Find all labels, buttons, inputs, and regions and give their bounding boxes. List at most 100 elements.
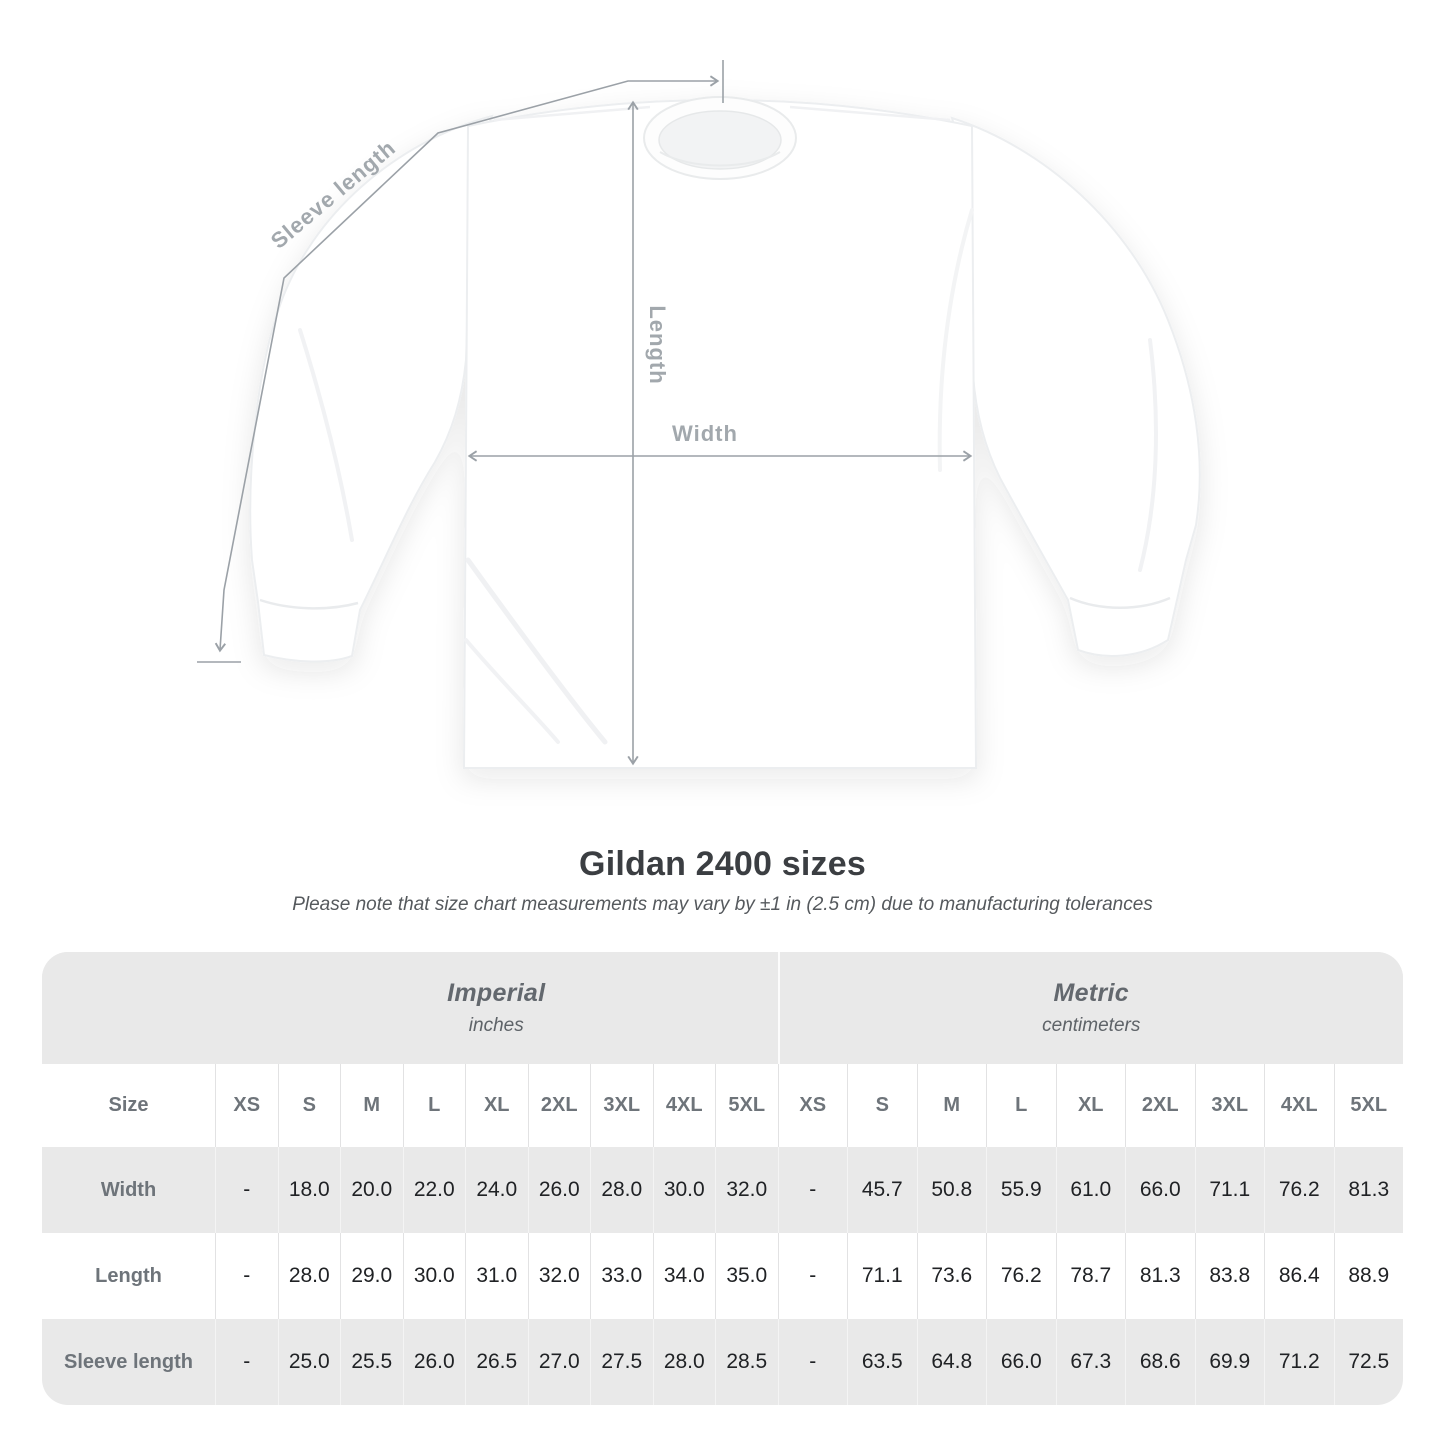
imperial-size-header: L: [402, 1064, 466, 1147]
fold-line: [464, 638, 560, 744]
value-cell: 30.0: [652, 1147, 716, 1233]
fold-line: [937, 208, 974, 472]
value-cell: 34.0: [652, 1233, 716, 1319]
value-cell: 22.0: [402, 1147, 466, 1233]
value-cell: 28.0: [652, 1319, 716, 1405]
metric-size-header: 2XL: [1125, 1064, 1195, 1147]
shirt-left-sleeve: [249, 114, 494, 663]
value-cell: -: [215, 1147, 278, 1233]
value-cell: 28.5: [715, 1319, 778, 1405]
size-header-row: Size XS S M L XL 2XL 3XL 4XL 5XL XS S M …: [42, 1064, 1403, 1147]
metric-size-header: S: [847, 1064, 917, 1147]
value-cell: 76.2: [1264, 1147, 1334, 1233]
value-cell: 45.7: [847, 1147, 917, 1233]
imperial-size-header: M: [340, 1064, 403, 1147]
value-cell: 88.9: [1333, 1233, 1404, 1319]
value-cell: 31.0: [465, 1233, 528, 1319]
value-cell: 27.0: [527, 1319, 591, 1405]
value-cell: 61.0: [1055, 1147, 1126, 1233]
imperial-unit: inches: [468, 1015, 524, 1036]
value-cell: -: [777, 1319, 848, 1405]
page-title: Gildan 2400 sizes: [579, 845, 866, 883]
value-cell: 20.0: [340, 1147, 403, 1233]
value-cell: 66.0: [1125, 1147, 1195, 1233]
value-cell: 28.0: [277, 1233, 341, 1319]
unit-group-row: Imperial inches Metric centimeters: [42, 952, 1403, 1064]
imperial-size-header: XL: [465, 1064, 528, 1147]
fold-line: [1138, 338, 1158, 572]
value-cell: 32.0: [715, 1147, 778, 1233]
measurement-arrows: [197, 60, 973, 766]
value-cell: -: [215, 1233, 278, 1319]
value-cell: 71.1: [1194, 1147, 1265, 1233]
imperial-size-header: 3XL: [590, 1064, 653, 1147]
value-cell: 50.8: [916, 1147, 987, 1233]
value-cell: 35.0: [715, 1233, 778, 1319]
value-cell: 55.9: [986, 1147, 1056, 1233]
width-label: Width: [672, 421, 738, 446]
value-cell: 72.5: [1333, 1319, 1404, 1405]
metric-size-header: 3XL: [1194, 1064, 1265, 1147]
right-cuff-seam: [1069, 596, 1171, 609]
imperial-size-header: 4XL: [652, 1064, 716, 1147]
value-cell: 28.0: [590, 1147, 653, 1233]
value-cell: 81.3: [1125, 1233, 1195, 1319]
value-cell: 81.3: [1333, 1147, 1404, 1233]
value-cell: 24.0: [465, 1147, 528, 1233]
imperial-size-header: 5XL: [715, 1064, 778, 1147]
value-cell: 67.3: [1055, 1319, 1126, 1405]
metric-size-header: M: [916, 1064, 987, 1147]
value-cell: 32.0: [527, 1233, 591, 1319]
page-subtitle: Please note that size chart measurements…: [292, 894, 1153, 915]
size-label-cell: Size: [108, 1094, 149, 1116]
shirt-diagram: Sleeve length Length Width: [197, 60, 1201, 769]
metric-unit: centimeters: [1042, 1015, 1141, 1036]
value-cell: 71.2: [1264, 1319, 1334, 1405]
value-cell: 30.0: [402, 1233, 466, 1319]
metric-size-header: 4XL: [1264, 1064, 1334, 1147]
metric-size-header: XS: [777, 1064, 848, 1147]
value-cell: 25.5: [340, 1319, 403, 1405]
value-cell: 26.5: [465, 1319, 528, 1405]
value-cell: 26.0: [527, 1147, 591, 1233]
row-label: Sleeve length: [64, 1350, 193, 1373]
value-cell: 29.0: [340, 1233, 403, 1319]
value-cell: 83.8: [1194, 1233, 1265, 1319]
group-corner-cell: [42, 952, 215, 1064]
sleeve-length-arrow: [214, 75, 720, 653]
imperial-title: Imperial: [447, 979, 546, 1007]
metric-size-header: L: [986, 1064, 1056, 1147]
row-label: Width: [100, 1178, 157, 1201]
value-cell: 64.8: [916, 1319, 987, 1405]
metric-size-header: 5XL: [1333, 1064, 1404, 1147]
row-label: Length: [95, 1264, 162, 1287]
metric-group-header: Metric centimeters: [777, 952, 1403, 1064]
metric-title: Metric: [1053, 979, 1129, 1007]
metric-size-header: XL: [1055, 1064, 1126, 1147]
value-cell: 68.6: [1125, 1319, 1195, 1405]
value-cell: 27.5: [590, 1319, 653, 1405]
shirt-right-sleeve: [950, 116, 1201, 657]
value-cell: 76.2: [986, 1233, 1056, 1319]
value-cell: 86.4: [1264, 1233, 1334, 1319]
value-cell: 66.0: [986, 1319, 1056, 1405]
value-cell: 26.0: [402, 1319, 466, 1405]
table-row-width: Width - 18.0 20.0 22.0 24.0 26.0 28.0 30…: [42, 1147, 1403, 1233]
value-cell: 63.5: [847, 1319, 917, 1405]
value-cell: 73.6: [916, 1233, 987, 1319]
imperial-size-header: XS: [215, 1064, 278, 1147]
value-cell: -: [777, 1233, 848, 1319]
value-cell: 71.1: [847, 1233, 917, 1319]
value-cell: -: [777, 1147, 848, 1233]
shoulder-seam: [789, 105, 951, 122]
table-row-length: Length - 28.0 29.0 30.0 31.0 32.0 33.0 3…: [42, 1233, 1403, 1319]
value-cell: -: [215, 1319, 278, 1405]
imperial-group-header: Imperial inches: [215, 952, 778, 1064]
length-label: Length: [645, 305, 670, 384]
table-row-sleeve-length: Sleeve length - 25.0 25.5 26.0 26.5 27.0…: [42, 1319, 1403, 1405]
imperial-size-header: 2XL: [527, 1064, 591, 1147]
value-cell: 25.0: [277, 1319, 341, 1405]
value-cell: 78.7: [1055, 1233, 1126, 1319]
value-cell: 69.9: [1194, 1319, 1265, 1405]
